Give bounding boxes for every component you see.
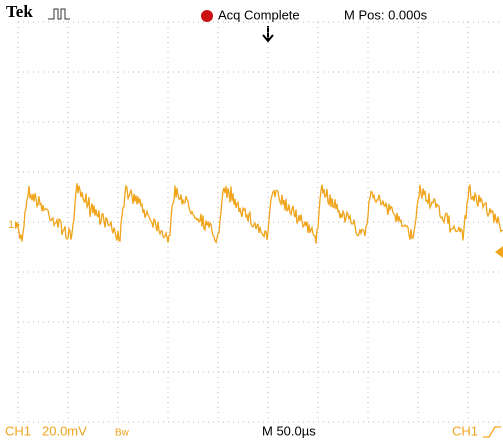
channel-marker-arrow	[15, 221, 20, 229]
trigger-slope	[483, 426, 501, 438]
horizontal-position: M Pos: 0.000s	[344, 7, 428, 22]
channel-label: CH1	[5, 423, 31, 438]
bandwidth-limit: Bw	[115, 428, 130, 439]
channel-marker: 1	[8, 219, 14, 231]
brand: Tek	[6, 2, 33, 21]
timebase: M 50.0µs	[262, 423, 316, 438]
trigger-source: CH1	[452, 423, 478, 438]
acquire-icon	[48, 8, 70, 20]
waveform	[17, 183, 503, 244]
acq-status: Acq Complete	[218, 7, 300, 22]
trigger-level-arrow	[495, 246, 503, 258]
status-dot	[201, 10, 213, 22]
volts-per-div: 20.0mV	[42, 423, 87, 438]
graticule	[17, 21, 503, 423]
